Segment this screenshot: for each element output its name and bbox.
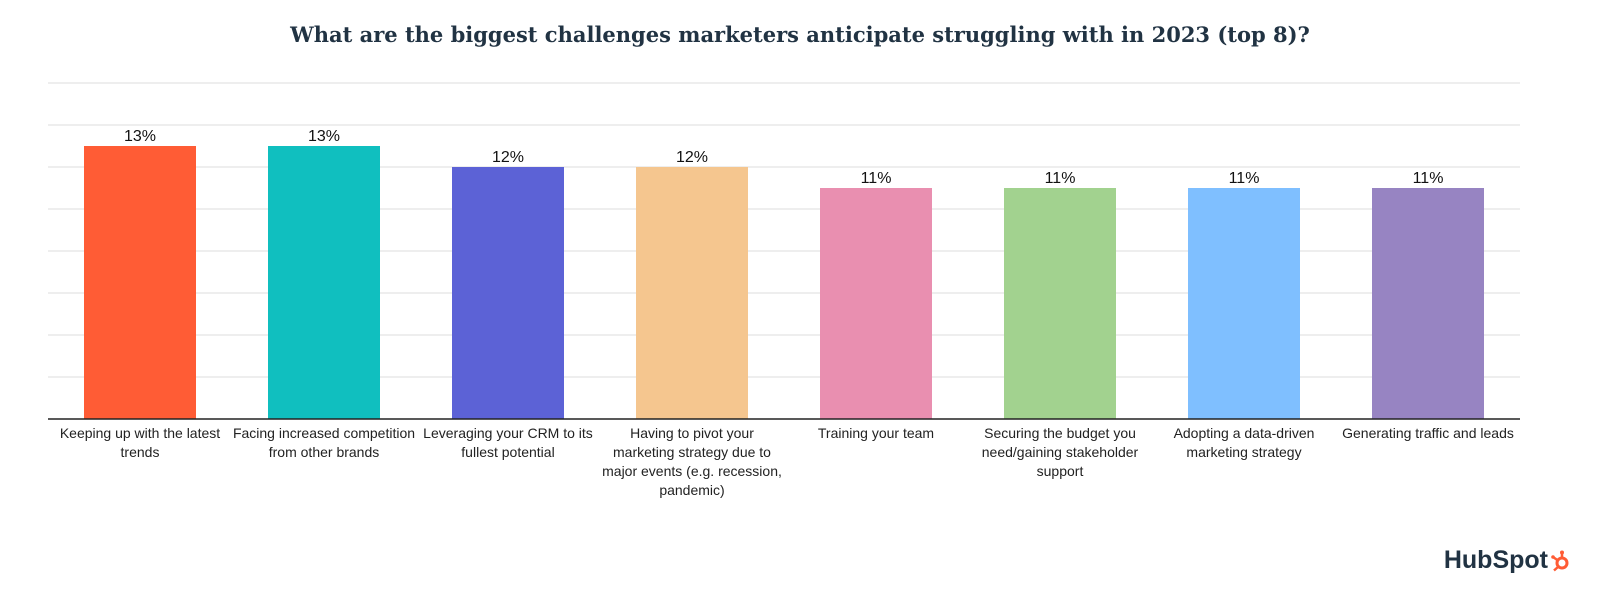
category-label: Keeping up with the latest trends	[59, 425, 221, 460]
value-label: 11%	[1229, 170, 1260, 187]
bar-6	[1004, 188, 1116, 419]
logo-text: HubSpot	[1443, 546, 1548, 574]
category-label: Training your team	[817, 425, 935, 441]
sprocket-icon	[1551, 550, 1569, 571]
value-label: 13%	[308, 128, 340, 145]
value-label: 13%	[124, 128, 156, 145]
bar-7	[1188, 188, 1300, 419]
category-label: Having to pivot your marketing strategy …	[602, 425, 782, 498]
value-label: 11%	[861, 170, 892, 187]
bar-1	[84, 146, 196, 419]
category-label: Adopting a data-driven marketing strateg…	[1173, 425, 1315, 460]
value-label: 12%	[676, 149, 708, 166]
category-label: Leveraging your CRM to its fullest poten…	[423, 425, 593, 460]
value-label: 11%	[1045, 170, 1076, 187]
category-label: Securing the budget you need/gaining sta…	[981, 425, 1139, 479]
bar-2	[268, 146, 380, 419]
bars	[84, 146, 1484, 419]
hubspot-logo: HubSpot	[1444, 546, 1572, 575]
value-label: 12%	[492, 149, 524, 166]
bar-5	[820, 188, 932, 419]
bar-4	[636, 167, 748, 419]
value-labels: 13% 13% 12% 12% 11% 11% 11% 11%	[124, 128, 1443, 187]
bar-3	[452, 167, 564, 419]
category-label: Facing increased competition from other …	[232, 425, 416, 460]
category-label: Generating traffic and leads	[1342, 425, 1514, 441]
value-label: 11%	[1413, 170, 1444, 187]
bar-8	[1372, 188, 1484, 419]
chart-title: What are the biggest challenges marketer…	[290, 22, 1310, 47]
